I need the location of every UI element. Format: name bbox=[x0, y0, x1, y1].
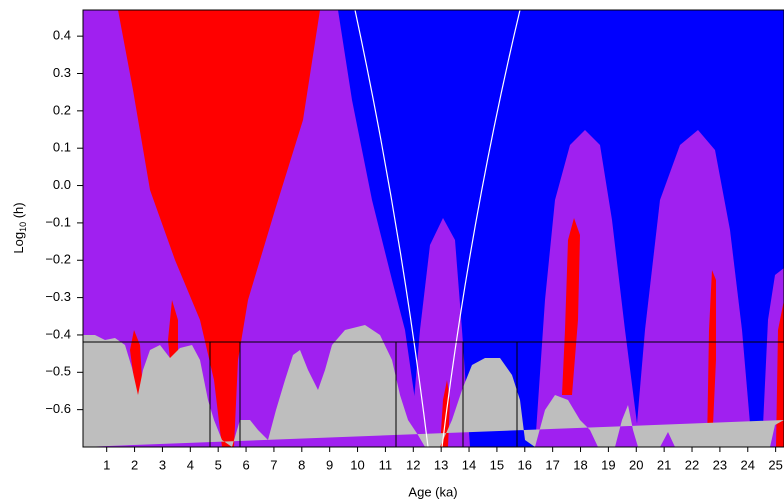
x-tick-label: 21 bbox=[657, 457, 671, 472]
x-tick-label: 5 bbox=[215, 457, 222, 472]
red-region bbox=[776, 300, 784, 447]
x-tick-label: 8 bbox=[298, 457, 305, 472]
red-region bbox=[562, 218, 580, 395]
x-tick-label: 20 bbox=[629, 457, 643, 472]
x-tick-label: 4 bbox=[187, 457, 194, 472]
x-tick-label: 22 bbox=[685, 457, 699, 472]
y-tick-label: 0.3 bbox=[53, 65, 71, 80]
gray-region bbox=[83, 325, 784, 447]
x-tick-label: 12 bbox=[406, 457, 420, 472]
y-tick-label: 0.2 bbox=[53, 102, 71, 117]
x-tick-label: 1 bbox=[103, 457, 110, 472]
significance-map bbox=[83, 10, 784, 447]
x-tick-label: 17 bbox=[545, 457, 559, 472]
x-tick-label: 23 bbox=[713, 457, 727, 472]
red-region bbox=[707, 270, 716, 447]
red-region bbox=[130, 330, 143, 395]
x-tick-label: 15 bbox=[490, 457, 504, 472]
purple-hill bbox=[410, 218, 470, 447]
purple-hill bbox=[635, 130, 752, 447]
x-tick-label: 11 bbox=[379, 457, 393, 472]
y-axis-title: Log10 (h) bbox=[11, 202, 28, 253]
y-tick-label: −0.3 bbox=[45, 289, 71, 304]
x-tick-label: 24 bbox=[741, 457, 755, 472]
x-tick-label: 7 bbox=[270, 457, 277, 472]
red-region bbox=[168, 300, 178, 360]
x-tick-label: 19 bbox=[601, 457, 615, 472]
x-tick-label: 25 bbox=[768, 457, 782, 472]
plot-frame bbox=[82, 9, 784, 448]
y-axis-title-rest: (h) bbox=[11, 202, 26, 222]
y-tick-label: −0.6 bbox=[45, 401, 71, 416]
x-axis-title: Age (ka) bbox=[408, 484, 457, 499]
confidence-curve bbox=[354, 10, 429, 447]
x-tick-label: 9 bbox=[326, 457, 333, 472]
x-tick-label: 16 bbox=[518, 457, 532, 472]
confidence-curve bbox=[441, 10, 521, 447]
purple-hill bbox=[535, 130, 640, 447]
x-tick-label: 2 bbox=[131, 457, 138, 472]
reference-lines bbox=[83, 341, 784, 447]
x-tick-label: 13 bbox=[434, 457, 448, 472]
y-tick-label: 0.0 bbox=[53, 177, 71, 192]
y-axis-title-sub: 10 bbox=[18, 222, 28, 232]
y-tick-label: −0.2 bbox=[45, 252, 71, 267]
y-tick-label: −0.4 bbox=[45, 326, 71, 341]
x-tick-label: 6 bbox=[242, 457, 249, 472]
x-tick-label: 3 bbox=[159, 457, 166, 472]
red-region bbox=[118, 10, 320, 447]
x-tick-label: 18 bbox=[573, 457, 587, 472]
x-tick-label: 10 bbox=[350, 457, 364, 472]
y-axis-title-base: Log bbox=[11, 232, 26, 254]
y-tick-label: −0.5 bbox=[45, 364, 71, 379]
y-tick-label: −0.1 bbox=[45, 214, 71, 229]
x-tick-label: 14 bbox=[462, 457, 476, 472]
y-tick-label: 0.4 bbox=[53, 28, 71, 43]
y-tick-label: 0.1 bbox=[53, 140, 71, 155]
